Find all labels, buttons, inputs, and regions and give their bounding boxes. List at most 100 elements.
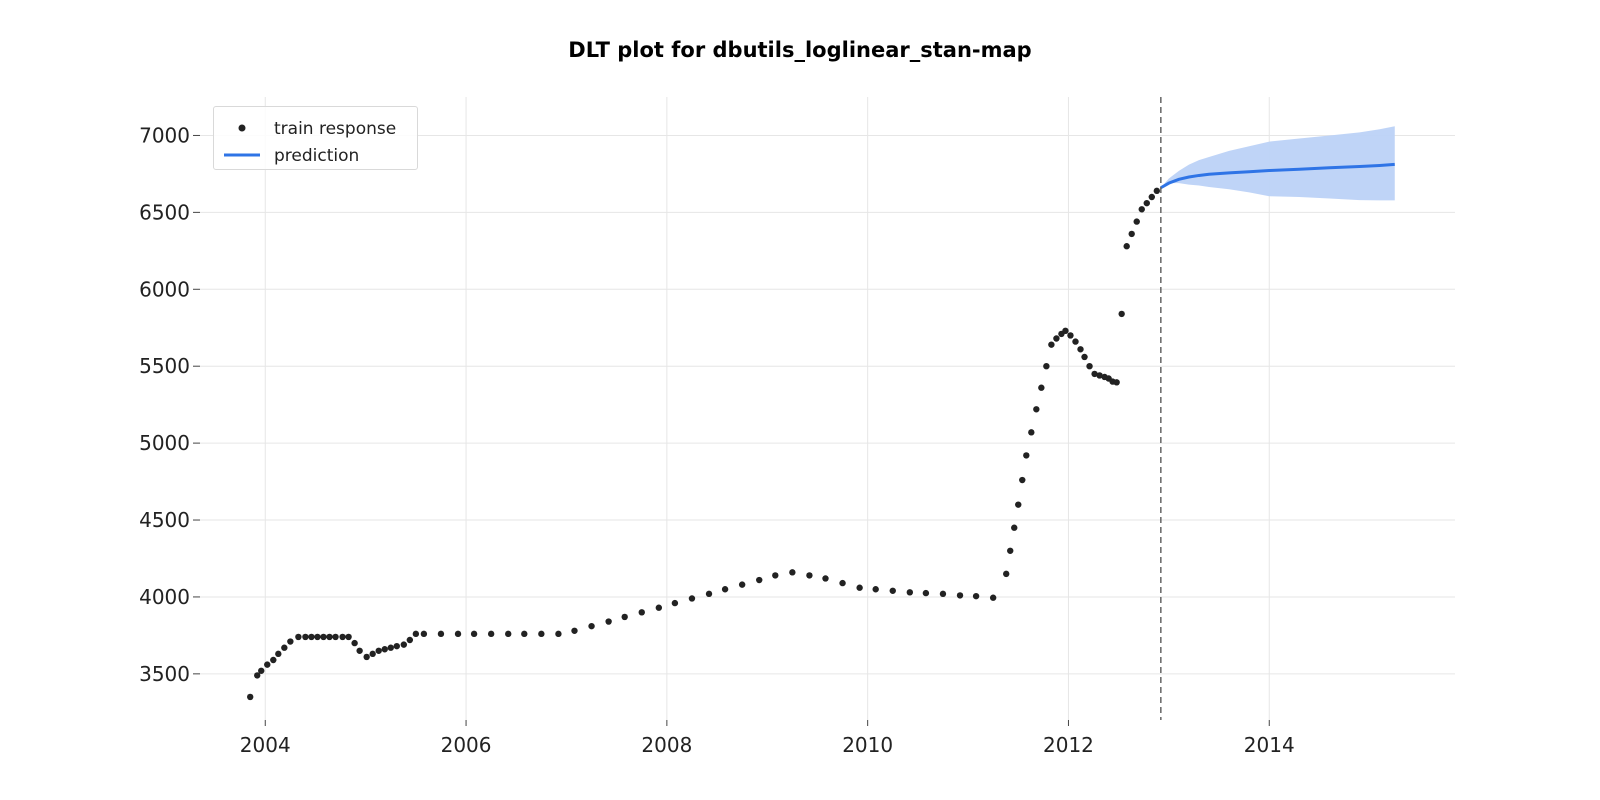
train-response-point: [1148, 193, 1155, 201]
train-response-point: [872, 586, 879, 593]
train-response-point: [369, 650, 376, 658]
axis-ticks: 2004 2006 2008 2010 2012 2014 3500 4000 4500 5000…: [139, 123, 1295, 757]
train-response-point: [1077, 346, 1084, 353]
train-response-point: [412, 630, 420, 638]
train-response-point: [258, 667, 265, 674]
x-tick-label: 2014: [1244, 733, 1295, 757]
legend-label: train response: [274, 119, 397, 139]
train-response-point: [275, 650, 282, 658]
train-response-point: [638, 609, 645, 616]
train-response-point: [756, 576, 763, 584]
train-response-point: [1072, 338, 1079, 345]
legend-marker-dot: [238, 124, 246, 132]
legend-item-prediction: prediction: [214, 144, 417, 166]
train-response-point: [1067, 332, 1074, 339]
train-response-point: [922, 589, 930, 597]
legend-item-train-response: train response: [214, 117, 417, 139]
train-response-point: [538, 630, 545, 638]
train-response-point: [989, 594, 997, 601]
train-response-point: [605, 618, 612, 625]
legend-label: prediction: [274, 146, 360, 166]
train-response-point: [521, 630, 528, 638]
x-tick-label: 2012: [1043, 733, 1094, 757]
train-response-point: [1128, 230, 1135, 238]
train-response-point: [1153, 187, 1161, 195]
train-response-point: [1028, 429, 1035, 436]
train-response-point: [1062, 327, 1069, 335]
train-response-point: [287, 638, 294, 645]
train-response-point: [588, 622, 595, 630]
train-response-point: [505, 630, 512, 638]
train-response-point: [789, 569, 796, 576]
train-response-point: [738, 581, 746, 588]
x-tick-label: 2008: [641, 733, 692, 757]
train-response-point: [1091, 370, 1098, 378]
train-response-point: [705, 590, 713, 598]
y-tick-label: 5000: [139, 431, 190, 455]
train-response-point: [437, 630, 445, 638]
train-response-point: [772, 572, 779, 579]
y-tick-label: 5500: [139, 354, 190, 378]
y-tick-label: 6000: [139, 277, 190, 301]
x-tick-label: 2004: [240, 733, 291, 757]
train-response-point: [308, 633, 315, 641]
train-response-point: [1138, 206, 1145, 213]
train-response-point: [281, 644, 288, 651]
train-response-point: [671, 599, 679, 607]
train-response-point: [332, 633, 339, 641]
train-response-point: [1007, 547, 1014, 554]
train-response-point: [1053, 335, 1060, 342]
chart-title: DLT plot for dbutils_loglinear_stan-map: [568, 38, 1032, 62]
train-response-point: [1015, 501, 1022, 508]
train-response-point: [247, 693, 254, 701]
train-response-point: [356, 647, 363, 654]
train-response-point: [806, 572, 813, 579]
train-response-point: [1011, 524, 1018, 531]
train-response-point: [406, 636, 414, 644]
train-response-point: [1033, 406, 1040, 413]
train-response-point: [264, 661, 271, 668]
train-response-point: [1123, 243, 1130, 250]
train-response-point: [621, 613, 628, 621]
train-response-point: [470, 630, 478, 638]
train-response-point: [1023, 452, 1030, 459]
train-response-point: [363, 653, 370, 661]
y-tick-label: 7000: [139, 123, 190, 147]
train-response-point: [939, 590, 947, 598]
train-response-point: [856, 584, 863, 591]
train-response-point: [326, 633, 333, 641]
train-response-point: [571, 627, 578, 634]
train-response-point: [345, 633, 352, 641]
legend: train response prediction: [213, 106, 418, 170]
train-response-point: [655, 604, 663, 611]
train-response-point: [1043, 362, 1050, 370]
train-response-point: [351, 639, 358, 647]
grid: [200, 97, 1455, 720]
train-response-point: [889, 587, 896, 594]
train-response-point: [688, 595, 696, 602]
y-tick-label: 4000: [139, 585, 190, 609]
prediction-interval-area: [1160, 126, 1395, 201]
train-response-series: [247, 187, 1161, 701]
train-response-point: [454, 630, 462, 638]
prediction-line: [1160, 162, 1395, 190]
train-response-point: [1003, 570, 1010, 578]
train-response-point: [1019, 476, 1026, 484]
train-response-point: [1048, 341, 1055, 348]
train-response-point: [487, 630, 495, 638]
x-tick-label: 2006: [441, 733, 492, 757]
train-response-point: [1038, 384, 1045, 391]
train-response-point: [1096, 372, 1103, 379]
train-response-point: [906, 589, 914, 596]
x-tick-label: 2010: [842, 733, 893, 757]
train-response-point: [839, 579, 846, 587]
train-response-point: [387, 644, 394, 651]
prediction-interval-band: [1160, 126, 1395, 201]
train-response-point: [1086, 362, 1093, 370]
y-tick-label: 6500: [139, 200, 190, 224]
train-response-point: [555, 630, 562, 638]
y-tick-label: 3500: [139, 662, 190, 686]
train-response-point: [314, 633, 321, 641]
train-response-point: [1133, 218, 1140, 225]
